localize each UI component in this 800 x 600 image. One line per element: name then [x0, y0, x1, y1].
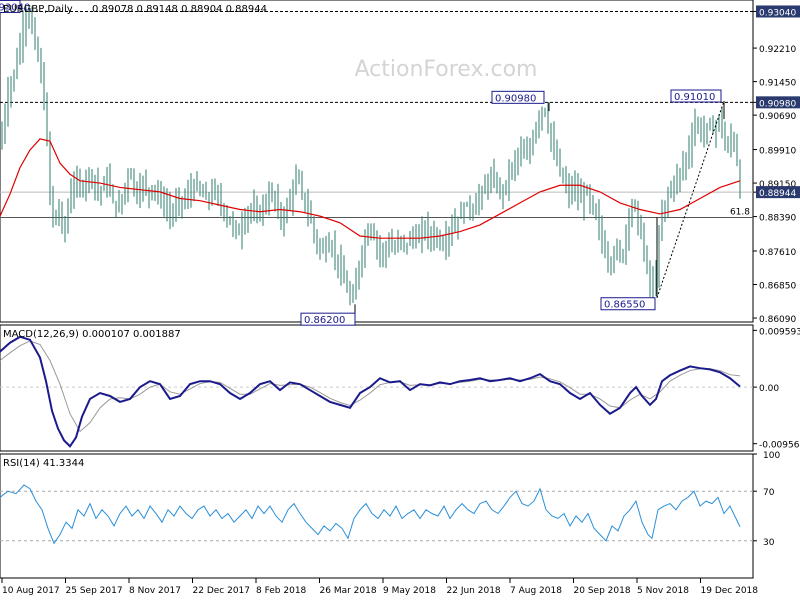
price-y-tick-label: 0.93040 [759, 8, 796, 18]
rsi-y-tick-label: 30 [763, 538, 775, 548]
price-y-tick-label: 0.87610 [759, 248, 796, 258]
rsi-y-tick-label: 100 [763, 451, 780, 461]
price-annotation-box [670, 89, 722, 103]
trend-layer [354, 100, 725, 314]
price-annotation-box [0, 0, 21, 13]
trend-line [656, 100, 725, 298]
rsi-y-tick-label: 70 [763, 488, 775, 498]
price-annotation-label: 0.90980 [495, 93, 536, 104]
price-bars [1, 5, 741, 306]
x-tick-label: 8 Nov 2017 [129, 586, 181, 596]
price-annotation-label: 0.86550 [604, 300, 645, 311]
price-panel-frame [0, 0, 754, 323]
chart-symbol: EURGBP,Daily [3, 4, 73, 15]
fib-level-label: 61.8 [730, 207, 750, 217]
price-y-tick-label: 0.89150 [759, 180, 796, 190]
x-tick-label: 20 Sep 2018 [574, 586, 631, 596]
macd-y-tick-label: 0.009593 [759, 327, 800, 337]
price-y-tick-label: 0.91450 [759, 79, 796, 89]
price-y-tick-label: 0.89910 [759, 147, 796, 157]
price-annotation-box [600, 297, 656, 311]
watermark: ActionForex.com [355, 57, 538, 82]
price-y-tick-highlight [756, 5, 800, 18]
price-y-tick-label: 0.88390 [759, 214, 796, 224]
price-annotation-label: 0.91010 [674, 92, 715, 103]
macd-y-axis: 0.009593 0.00 -0.009562 [753, 327, 800, 451]
price-annotation-label: 0.93040 [0, 2, 30, 13]
macd-title: MACD(12,26,9) 0.000107 0.001887 [3, 329, 181, 340]
x-tick-label: 22 Dec 2017 [193, 586, 251, 596]
price-annotation-label: 0.86200 [304, 315, 345, 326]
price-annotation-box [491, 90, 545, 104]
price-annotation-box [300, 312, 356, 326]
price-y-tick-label: 0.88944 [759, 189, 796, 199]
x-axis: 10 Aug 2017 25 Sep 2017 8 Nov 2017 22 Dec 2… [1, 578, 759, 596]
rsi-panel-frame [0, 453, 754, 579]
price-y-tick-highlight [756, 186, 800, 199]
rsi-layer [0, 484, 753, 545]
x-tick-label: 26 Mar 2018 [320, 586, 377, 596]
x-tick-label: 7 Aug 2018 [510, 586, 562, 596]
price-y-tick-label: 0.92210 [759, 45, 796, 55]
price-y-tick-label: 0.86850 [759, 282, 796, 292]
sma-line [0, 138, 741, 239]
x-tick-label: 22 Jun 2018 [447, 586, 501, 596]
macd-y-tick-label: 0.00 [759, 384, 779, 394]
rsi-line [0, 484, 741, 545]
rsi-y-axis: 100 70 30 [753, 451, 780, 548]
macd-line [0, 335, 741, 448]
price-y-tick-label: 0.86090 [759, 315, 796, 325]
price-y-tick-highlight [756, 96, 800, 109]
price-y-axis: 0.93040 0.92210 0.91450 0.90980 0.90690 0.899… [753, 5, 800, 325]
x-tick-label: 19 Dec 2018 [701, 586, 759, 596]
macd-layer [0, 335, 753, 448]
macd-signal-line [0, 340, 741, 433]
x-tick-label: 9 May 2018 [383, 586, 436, 596]
x-tick-label: 5 Nov 2018 [637, 586, 689, 596]
sma-layer [0, 138, 741, 239]
chart-ohlc: 0.89078 0.89148 0.88904 0.88944 [92, 4, 267, 15]
x-tick-label: 8 Feb 2018 [256, 586, 307, 596]
x-tick-label: 25 Sep 2017 [66, 586, 123, 596]
price-y-tick-label: 0.90980 [759, 99, 796, 109]
price-annotations: 0.93040 0.90980 0.91010 0.86200 0.86550 [0, 0, 722, 326]
price-y-tick-label: 0.90690 [759, 112, 796, 122]
macd-panel-frame [0, 324, 754, 452]
rsi-title: RSI(14) 41.3344 [3, 458, 84, 469]
x-tick-label: 10 Aug 2017 [2, 586, 60, 596]
macd-y-tick-label: -0.009562 [759, 441, 800, 451]
